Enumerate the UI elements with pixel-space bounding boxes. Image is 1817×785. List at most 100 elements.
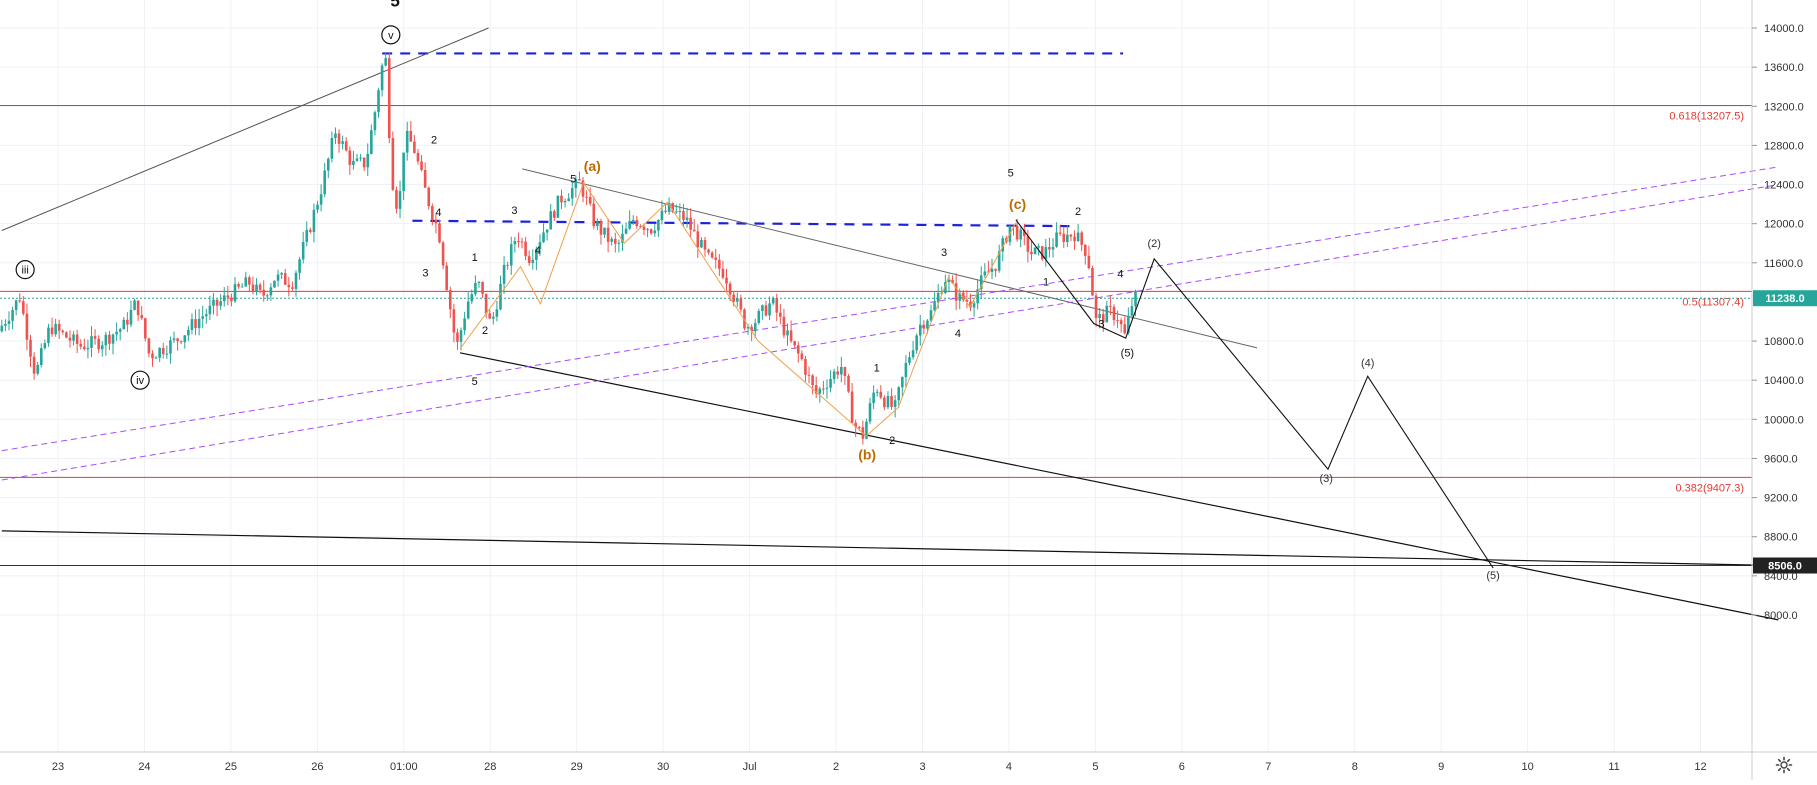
x-tick-label: 11: [1608, 761, 1619, 773]
candle-body: [972, 303, 976, 308]
candle-body: [1066, 234, 1069, 243]
price-tag-label: 8506.0: [1768, 560, 1802, 572]
candle-body: [344, 141, 348, 151]
candle-body: [413, 141, 416, 153]
candle-body: [997, 251, 1001, 271]
wave-label: 1: [472, 252, 478, 264]
candle-body: [448, 290, 452, 310]
gear-icon[interactable]: [1770, 752, 1798, 778]
candle-body: [111, 334, 115, 344]
candle-body: [764, 305, 768, 316]
candle-body: [172, 338, 176, 341]
candle-body: [718, 259, 721, 269]
fib-level-label: 0.382(9407.3): [1676, 482, 1745, 494]
candle-body: [1091, 267, 1094, 296]
candle-body: [11, 309, 14, 321]
y-tick-label: 13600.0: [1764, 62, 1804, 74]
wave-label: 5: [1008, 168, 1014, 180]
candle-body: [144, 318, 147, 339]
candle-body: [395, 189, 398, 209]
candle-body: [348, 150, 352, 165]
candle-body: [850, 391, 854, 423]
candle-body: [976, 289, 979, 304]
candle-body: [929, 310, 933, 321]
wave-label: 2: [482, 325, 488, 337]
candle-body: [944, 282, 947, 293]
x-tick-label: 26: [311, 761, 323, 773]
candle-body: [32, 356, 36, 374]
candle-body: [581, 180, 585, 197]
candle-body: [721, 268, 725, 278]
candle-body: [0, 325, 4, 332]
candle-body: [936, 293, 940, 303]
candle-body: [283, 273, 287, 285]
candle-body: [1127, 315, 1130, 334]
candle-body: [251, 284, 255, 292]
candle-body: [409, 130, 413, 142]
drawing-lines: [1, 27, 1779, 621]
candle-body: [488, 313, 492, 319]
price-tag: [1753, 557, 1817, 574]
candle-body: [495, 309, 499, 317]
candle-body: [355, 158, 359, 161]
candle-body: [836, 371, 840, 375]
candle-body: [958, 292, 962, 301]
wave-label: v: [388, 30, 394, 42]
wave-label: 4: [435, 207, 441, 219]
candle-body: [1076, 232, 1080, 242]
candle-body: [1087, 255, 1091, 268]
wave-label: (5): [1486, 570, 1499, 582]
candle-body: [273, 280, 276, 288]
candle-body: [29, 339, 32, 357]
candle-body: [14, 300, 18, 310]
candle-body: [606, 227, 610, 242]
candle-body: [248, 277, 251, 285]
candle-body: [631, 219, 635, 222]
trend-line: [412, 219, 1070, 228]
candle-body: [474, 282, 477, 295]
candle-body: [1119, 320, 1123, 325]
candle-body: [570, 188, 574, 199]
candle-body: [671, 203, 675, 212]
candle-body: [506, 264, 509, 266]
candle-body: [743, 309, 746, 329]
candle-body: [258, 284, 262, 290]
candle-body: [1019, 229, 1023, 240]
candle-body: [7, 320, 11, 324]
candle-body: [649, 229, 653, 234]
candle-body: [86, 347, 90, 350]
candle-body: [918, 324, 922, 336]
candle-body: [660, 210, 664, 220]
candle-body: [854, 422, 857, 427]
candle-body: [169, 340, 172, 354]
candle-body: [61, 330, 65, 333]
candle-body: [1098, 314, 1101, 319]
candle-body: [1044, 247, 1048, 260]
candle-body: [402, 152, 405, 192]
candle-body: [1134, 291, 1137, 307]
candle-body: [147, 338, 151, 354]
candle-body: [933, 302, 936, 311]
wave-label: 2: [431, 134, 437, 146]
candle-body: [115, 331, 118, 335]
candle-body: [323, 170, 326, 195]
candle-body: [337, 133, 341, 144]
candle-body: [108, 334, 111, 344]
candle-body: [588, 196, 592, 204]
candle-body: [524, 241, 527, 257]
candle-body: [786, 330, 789, 336]
x-tick-label: 12: [1694, 761, 1706, 773]
candle-body: [384, 58, 387, 66]
candle-body: [1015, 226, 1019, 240]
candle-body: [287, 284, 291, 288]
candle-body: [118, 329, 122, 332]
candle-body: [1037, 246, 1040, 248]
candle-body: [90, 336, 93, 348]
candle-body: [875, 391, 879, 393]
wave-label: 3: [1098, 318, 1104, 330]
wave-label: 5: [472, 376, 478, 388]
candle-body: [380, 65, 384, 91]
candle-body: [814, 385, 818, 394]
